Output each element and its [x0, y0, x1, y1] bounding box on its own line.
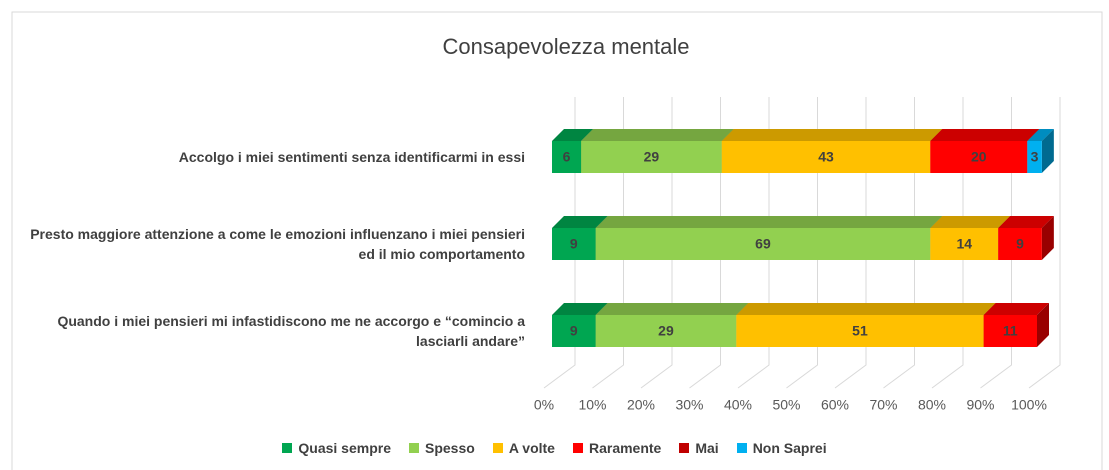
- x-tick-label: 20%: [627, 397, 655, 413]
- bar-top: [595, 303, 749, 315]
- data-label: 29: [644, 149, 660, 165]
- grid-line: [931, 97, 964, 389]
- bar-top: [595, 216, 943, 228]
- x-tick-label: 0%: [534, 397, 554, 413]
- bar-top: [930, 216, 1011, 228]
- grid-line: [592, 97, 624, 389]
- bar-top: [721, 129, 943, 141]
- bar: [552, 141, 582, 173]
- data-label: 51: [852, 323, 868, 339]
- legend-swatch: [572, 443, 583, 453]
- legend-item: Quasi sempre: [282, 440, 391, 456]
- bar: [721, 141, 931, 173]
- data-label: 69: [755, 236, 771, 252]
- legend-label: Non Saprei: [752, 440, 827, 456]
- data-label: 3: [1031, 149, 1039, 165]
- bar: [1027, 141, 1042, 173]
- data-label: 9: [1016, 236, 1024, 252]
- bar-top: [983, 303, 1049, 315]
- legend-item: Mai: [679, 440, 719, 456]
- bar-top: [736, 303, 996, 315]
- bar: [930, 228, 999, 260]
- bar: [552, 228, 596, 260]
- grid-line: [689, 97, 721, 389]
- grid-line: [640, 97, 673, 389]
- legend-item: Spesso: [409, 440, 475, 456]
- bar: [595, 228, 931, 260]
- x-tick-label: 60%: [821, 397, 849, 413]
- bar-top: [552, 303, 608, 315]
- x-tick-label: 100%: [1011, 397, 1047, 413]
- legend-label: Raramente: [588, 440, 662, 456]
- bar: [581, 141, 722, 173]
- data-label: 43: [818, 149, 834, 165]
- legend-item: A volte: [492, 440, 555, 456]
- category-label: Quando i miei pensieri mi infastidiscono…: [57, 313, 525, 349]
- legend-item: Non Saprei: [736, 440, 827, 456]
- legend-item: Raramente: [572, 440, 662, 456]
- x-tick-label: 90%: [966, 397, 994, 413]
- bar-side: [1041, 129, 1054, 173]
- bar: [998, 228, 1042, 260]
- legend-label: Quasi sempre: [298, 440, 391, 456]
- data-label: 6: [563, 149, 571, 165]
- legend-swatch: [409, 443, 419, 453]
- data-label: 20: [971, 149, 987, 165]
- bar-side: [1041, 216, 1054, 260]
- bar-top: [581, 129, 734, 141]
- grid-line: [543, 97, 576, 389]
- x-tick-label: 30%: [675, 397, 703, 413]
- legend-label: Mai: [695, 440, 719, 456]
- legend: Quasi sempre Spesso A volte Raramente Mai Non…: [0, 440, 1109, 456]
- legend-label: A volte: [508, 440, 555, 456]
- bar-top: [1027, 129, 1054, 141]
- grid-line: [980, 97, 1012, 389]
- x-tick-label: 70%: [869, 397, 897, 413]
- grid-line: [737, 97, 770, 389]
- grid-line: [883, 97, 915, 389]
- bar-top: [930, 129, 1040, 141]
- legend-swatch: [282, 443, 293, 453]
- legend-swatch: [736, 443, 747, 453]
- bar: [983, 315, 1037, 347]
- bar-side: [1037, 303, 1049, 347]
- bar: [736, 315, 984, 347]
- chart-title: Consapevolezza mentale: [442, 34, 689, 59]
- category-label: Accolgo i miei sentimenti senza identifi…: [178, 149, 525, 165]
- grid-line: [834, 97, 867, 389]
- legend-swatch: [492, 443, 503, 453]
- grid-line: [786, 97, 818, 389]
- bar: [930, 141, 1028, 173]
- bar-top: [552, 216, 608, 228]
- x-tick-label: 40%: [724, 397, 752, 413]
- data-label: 29: [658, 323, 674, 339]
- x-tick-label: 10%: [578, 397, 606, 413]
- x-tick-label: 50%: [772, 397, 800, 413]
- x-tick-label: 80%: [918, 397, 946, 413]
- data-label: 9: [570, 323, 578, 339]
- legend-swatch: [679, 443, 690, 453]
- category-label: Presto maggiore attenzione a come le emo…: [30, 226, 525, 262]
- bar: [552, 315, 596, 347]
- legend-label: Spesso: [425, 440, 475, 456]
- grid-line: [1028, 97, 1061, 389]
- bar-top: [552, 129, 594, 141]
- bar-top: [998, 216, 1054, 228]
- data-label: 14: [956, 236, 972, 252]
- data-label: 11: [1003, 323, 1018, 339]
- bar: [595, 315, 737, 347]
- data-label: 9: [570, 236, 578, 252]
